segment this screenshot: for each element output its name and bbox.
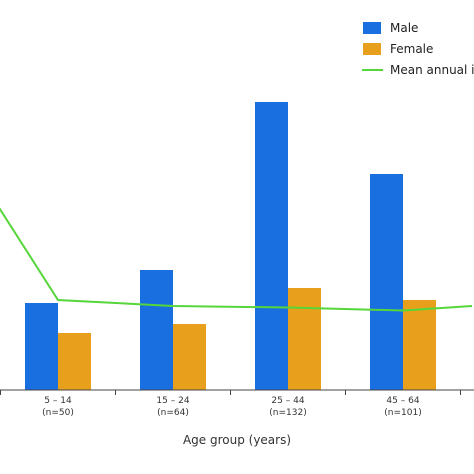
legend-swatch-male xyxy=(363,22,381,34)
x-tick-count-3: (n=101) xyxy=(384,408,421,418)
x-tick-labels-group: 5 – 14 (n=50) 15 – 24 (n=64) 25 – 44 (n=132) 4… xyxy=(42,396,422,418)
bar-female-2 xyxy=(288,288,321,390)
bar-female-1 xyxy=(173,324,206,390)
x-tick-label-0: 5 – 14 xyxy=(44,396,72,406)
x-tick-count-0: (n=50) xyxy=(42,408,74,418)
bar-male-0 xyxy=(25,303,58,390)
x-axis-title: Age group (years) xyxy=(183,433,291,447)
x-ticks-group xyxy=(0,390,461,395)
bar-female-3 xyxy=(403,300,436,390)
x-tick-count-1: (n=64) xyxy=(157,408,189,418)
x-tick-count-2: (n=132) xyxy=(269,408,306,418)
legend-swatch-female xyxy=(363,43,381,55)
bars-group xyxy=(25,102,436,390)
legend-label-female: Female xyxy=(390,42,433,56)
legend-label-mean-annual-ir: Mean annual ir xyxy=(390,63,474,77)
x-tick-label-3: 45 – 64 xyxy=(386,396,419,406)
bar-male-3 xyxy=(370,174,403,390)
legend: Male Female Mean annual ir xyxy=(362,21,474,77)
bar-male-1 xyxy=(140,270,173,390)
mean-annual-line xyxy=(0,207,473,312)
legend-label-male: Male xyxy=(390,21,418,35)
bar-male-2 xyxy=(255,102,288,390)
bar-female-0 xyxy=(58,333,91,390)
x-tick-label-1: 15 – 24 xyxy=(156,396,189,406)
x-tick-label-2: 25 – 44 xyxy=(271,396,304,406)
